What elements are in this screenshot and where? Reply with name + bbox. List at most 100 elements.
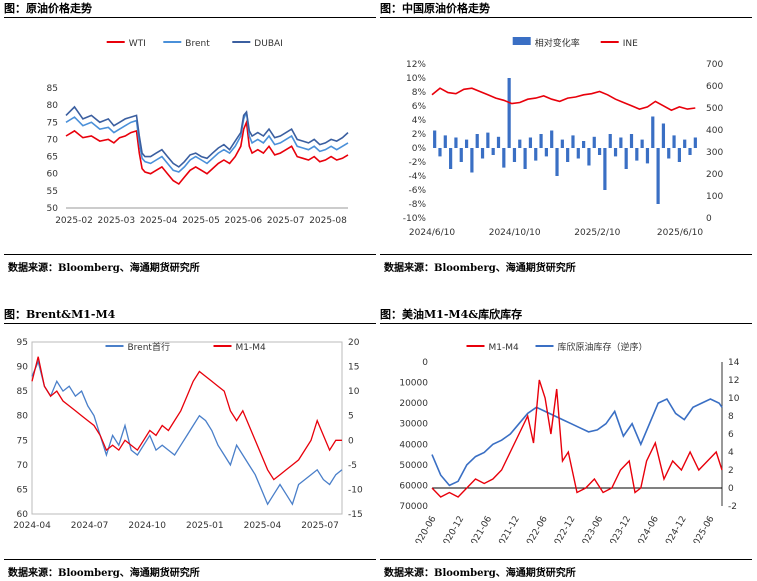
- plot-frame: [31, 341, 343, 515]
- bar-change-rate: [433, 130, 437, 148]
- legend-label: INE: [623, 39, 638, 49]
- bar-change-rate: [443, 135, 447, 148]
- y-tick-label: 95: [17, 338, 28, 348]
- x-tick-label: 2024-10: [128, 521, 166, 531]
- bar-change-rate: [576, 148, 580, 159]
- y-tick-label: 50: [47, 204, 59, 214]
- y-tick-label: 55: [47, 187, 58, 197]
- y2-tick-label: -2: [728, 502, 737, 512]
- legend-label: 相对变化率: [535, 37, 580, 49]
- x-tick-label: 2025-08: [309, 216, 347, 226]
- x-tick-label: 2023-06: [578, 514, 606, 543]
- bar-change-rate: [566, 148, 570, 162]
- y2-tick-label: 14: [728, 358, 740, 368]
- title-rule: [4, 323, 376, 324]
- bar-change-rate: [656, 148, 660, 204]
- y-tick-label: 60000: [399, 481, 428, 491]
- chart-china-crude-price: 相对变化率 INE 12% 10% 8% 6% 4% 2% 0% -2% -4% -6% -8% -10%…: [403, 37, 723, 238]
- y-tick-label: 30000: [399, 420, 428, 430]
- bar-change-rate: [560, 139, 564, 148]
- y-tick-label: 0: [422, 358, 428, 368]
- x-tick-label: 2023-12: [606, 515, 633, 544]
- source-note: 数据来源：Bloomberg、海通期货研究所: [384, 263, 576, 274]
- y2-tick-label: 12: [728, 376, 739, 386]
- y2-tick-label: 4: [728, 448, 734, 458]
- y2-tick-label: 5: [348, 412, 354, 422]
- x-tick-label: 2021-12: [495, 515, 522, 544]
- y-tick-label: -6%: [408, 186, 426, 196]
- y2-tick-label: 100: [706, 192, 723, 202]
- series-line-Brent: [65, 111, 349, 173]
- chart-crude-price: WTI Brent DUBAI 50 55 60 65 70 75 80 85 2025-02 2025…: [47, 39, 349, 226]
- x-tick-label: 2025-01: [186, 521, 224, 531]
- y-tick-label: 4%: [412, 116, 427, 126]
- source-note: 数据来源：Bloomberg、海通期货研究所: [8, 263, 200, 274]
- legend-swatch: [512, 37, 531, 45]
- y2-tick-label: 2: [728, 466, 734, 476]
- bar-change-rate: [661, 123, 666, 148]
- x-tick-label: 2022-12: [550, 515, 577, 544]
- y2-tick-label: 500: [706, 104, 723, 114]
- y2-tick-label: 300: [706, 148, 723, 158]
- y-tick-label: 70000: [399, 502, 428, 512]
- series-line-Brent首行: [31, 359, 343, 506]
- legend-label: Brent首行: [128, 341, 170, 353]
- legend-label: Brent: [185, 39, 210, 49]
- source-note: 数据来源：Bloomberg、海通期货研究所: [384, 568, 576, 579]
- x-tick-label: 2024/6/10: [409, 228, 455, 238]
- bar-change-rate: [555, 148, 559, 176]
- y2-tick-label: 10: [728, 394, 740, 404]
- y-tick-label: 6%: [412, 102, 427, 112]
- bar-change-rate: [512, 148, 517, 162]
- y2-tick-label: -10: [348, 485, 363, 495]
- series-line-INE: [431, 87, 696, 112]
- y-tick-label: 2%: [412, 130, 427, 140]
- panel-title: 图：美油M1-M4&库欣库存: [380, 308, 523, 321]
- y-tick-label: 10%: [406, 74, 426, 84]
- series-line-M1-M4: [431, 379, 723, 498]
- y-tick-label: 60: [17, 510, 29, 520]
- x-tick-label: 2020-06: [411, 514, 439, 543]
- y-tick-label: 80: [17, 412, 29, 422]
- y2-tick-label: 0: [706, 214, 712, 224]
- x-tick-label: 2024-12: [661, 515, 688, 544]
- bar-change-rate: [534, 148, 538, 161]
- bar-change-rate: [523, 148, 527, 169]
- bar-change-rate: [480, 148, 485, 159]
- y-tick-label: -2%: [408, 158, 426, 168]
- y-tick-label: -8%: [408, 200, 426, 210]
- bar-change-rate: [619, 137, 623, 148]
- bar-change-rate: [459, 148, 463, 162]
- panel-title: 图：原油价格走势: [4, 2, 92, 15]
- bar-change-rate: [507, 78, 511, 148]
- y-tick-label: 60: [47, 170, 59, 180]
- x-tick-label: 2025-02: [55, 216, 93, 226]
- bar-change-rate: [454, 137, 458, 148]
- bar-change-rate: [683, 139, 687, 148]
- bar-change-rate: [544, 148, 548, 157]
- x-tick-label: 2025-04: [244, 521, 282, 531]
- chart-brent-m1m4: Brent首行 M1-M4 60 65 70 75 80 85 90 95 -15 -10 -5 0 5 10…: [13, 338, 363, 531]
- y2-tick-label: 200: [706, 170, 723, 180]
- x-tick-label: 2025-07: [267, 216, 305, 226]
- y-tick-label: 40000: [399, 440, 428, 450]
- y-tick-label: 90: [17, 363, 29, 373]
- bar-change-rate: [597, 148, 602, 155]
- chart-wti-m1m4-cushing: M1-M4 库欣原油库存（逆序） 0 10000 20000 30000 40000 5000…: [399, 341, 740, 544]
- y-tick-label: 12%: [406, 60, 426, 70]
- y-tick-label: 50000: [399, 461, 428, 471]
- bar-change-rate: [667, 148, 671, 159]
- panel-title: 图：中国原油价格走势: [380, 2, 490, 15]
- legend-label: 库欣原油库存（逆序）: [558, 341, 648, 353]
- series-line-WTI: [65, 119, 349, 186]
- bar-change-rate: [677, 148, 681, 162]
- x-tick-label: 2024/10/10: [489, 228, 541, 238]
- panel-title: 图：Brent&M1-M4: [4, 308, 116, 321]
- bar-change-rate: [672, 135, 676, 148]
- y2-tick-label: 8: [728, 412, 734, 422]
- bar-change-rate: [486, 132, 490, 148]
- y2-tick-label: 0: [348, 436, 354, 446]
- series-line-库欣原油库存（逆序）: [431, 397, 723, 487]
- bar-change-rate: [550, 130, 554, 148]
- source-rule: [380, 559, 752, 560]
